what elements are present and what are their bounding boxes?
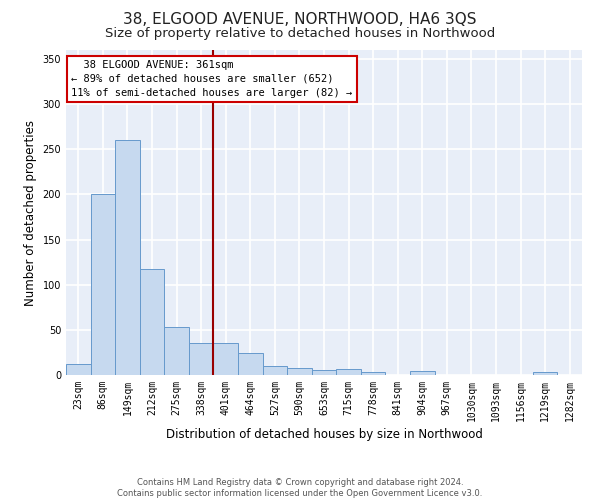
Y-axis label: Number of detached properties: Number of detached properties <box>24 120 37 306</box>
Bar <box>140 270 164 375</box>
Bar <box>533 372 557 375</box>
X-axis label: Distribution of detached houses by size in Northwood: Distribution of detached houses by size … <box>166 428 482 441</box>
Bar <box>410 372 434 375</box>
Bar <box>115 140 140 375</box>
Bar <box>214 344 238 375</box>
Text: Size of property relative to detached houses in Northwood: Size of property relative to detached ho… <box>105 28 495 40</box>
Bar <box>189 344 214 375</box>
Text: Contains HM Land Registry data © Crown copyright and database right 2024.
Contai: Contains HM Land Registry data © Crown c… <box>118 478 482 498</box>
Bar <box>361 372 385 375</box>
Bar <box>164 327 189 375</box>
Bar <box>287 368 312 375</box>
Bar <box>91 194 115 375</box>
Bar <box>336 368 361 375</box>
Bar <box>238 354 263 375</box>
Bar <box>263 366 287 375</box>
Bar <box>66 364 91 375</box>
Text: 38, ELGOOD AVENUE, NORTHWOOD, HA6 3QS: 38, ELGOOD AVENUE, NORTHWOOD, HA6 3QS <box>123 12 477 28</box>
Bar <box>312 370 336 375</box>
Text: 38 ELGOOD AVENUE: 361sqm
← 89% of detached houses are smaller (652)
11% of semi-: 38 ELGOOD AVENUE: 361sqm ← 89% of detach… <box>71 60 352 98</box>
